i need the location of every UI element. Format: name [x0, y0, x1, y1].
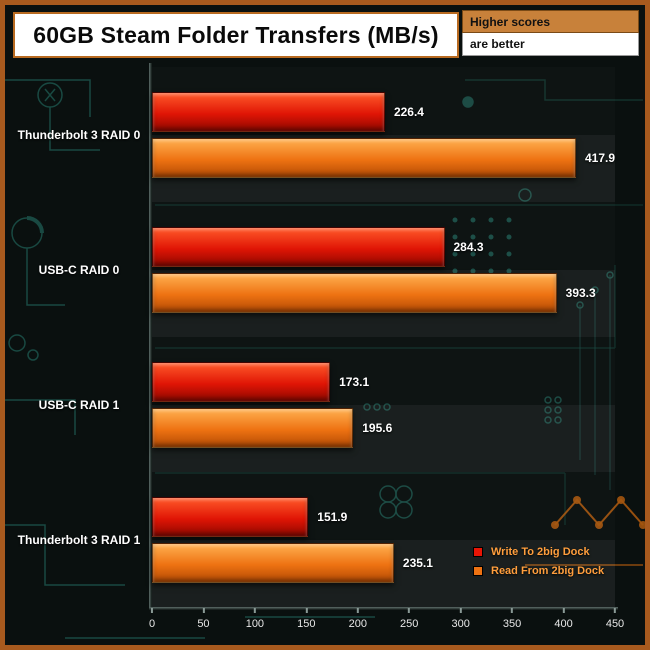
read-bar-row: 393.3: [152, 272, 615, 313]
write-bar: [152, 361, 331, 402]
x-tick: 0: [149, 608, 155, 630]
tick-mark: [613, 608, 616, 613]
read-bar: [152, 542, 394, 583]
write-bar: [152, 91, 385, 132]
x-tick-label: 0: [148, 618, 156, 630]
x-tick-label: 400: [554, 618, 573, 630]
tick-mark: [459, 608, 462, 613]
bar-groups: 226.4 417.9 284.3 393.3 173.1 195.6 151.9 235.1: [152, 67, 615, 607]
x-tick: 150: [297, 608, 316, 630]
x-tick-label: 350: [502, 618, 522, 630]
read-bar-row: 195.6: [152, 407, 615, 448]
x-tick: 450: [606, 608, 624, 630]
legend: Write To 2big Dock Read From 2big Dock: [473, 546, 604, 577]
x-tick: 250: [400, 608, 418, 630]
bar-value-label: 393.3: [565, 285, 596, 300]
read-bar: [152, 137, 576, 178]
bar-value-label: 195.6: [362, 420, 393, 435]
write-bar: [152, 226, 445, 267]
x-tick-label: 250: [400, 618, 419, 630]
page-title: 60GB Steam Folder Transfers (MB/s): [13, 12, 459, 58]
tick-mark: [202, 608, 205, 613]
note-are-better: are better: [462, 33, 639, 56]
bar-group: 173.1 195.6: [152, 337, 615, 472]
tick-mark: [356, 608, 359, 613]
tick-mark: [562, 608, 565, 613]
read-bar-row: 417.9: [152, 137, 615, 178]
write-bar-row: 173.1: [152, 361, 615, 402]
x-tick-label: 300: [451, 618, 470, 630]
legend-label-read: Read From 2big Dock: [491, 565, 605, 577]
legend-swatch-write-icon: [473, 547, 483, 557]
x-axis-ticks: 0 50 100 150 200 250 300 350 400 450: [149, 608, 624, 642]
y-axis-line: [149, 63, 152, 610]
x-tick: 200: [349, 608, 367, 630]
tick-mark: [305, 608, 308, 613]
bar-value-label: 226.4: [393, 104, 424, 119]
category-label: USB-C RAID 1: [38, 397, 120, 412]
tick-mark: [511, 608, 514, 613]
bar-value-label: 151.9: [317, 509, 348, 524]
x-tick-label: 100: [245, 618, 265, 630]
x-tick: 400: [554, 608, 573, 630]
x-tick: 100: [246, 608, 264, 630]
note-higher-scores: Higher scores: [462, 10, 639, 33]
write-bar-row: 226.4: [152, 91, 615, 132]
circuit-board-decoration: [5, 79, 645, 639]
write-bar-row: 151.9: [152, 496, 615, 537]
y-axis-category-labels: Thunderbolt 3 RAID 0 USB-C RAID 0 USB-C RA…: [10, 67, 148, 607]
read-bar: [152, 272, 557, 313]
bar-group: 284.3 393.3: [152, 202, 615, 337]
category-label: USB-C RAID 0: [38, 262, 120, 277]
x-tick: 50: [197, 608, 210, 630]
x-tick-label: 450: [605, 618, 625, 630]
category-label: Thunderbolt 3 RAID 0: [17, 127, 141, 142]
write-bar: [152, 496, 309, 537]
read-bar: [152, 407, 354, 448]
bar-value-label: 235.1: [402, 555, 433, 570]
read-bar-row: 235.1: [152, 542, 615, 583]
legend-label-write: Write To 2big Dock: [491, 546, 590, 558]
x-tick-label: 200: [348, 618, 367, 630]
bar-group: 151.9 235.1: [152, 472, 615, 607]
bar-value-label: 417.9: [584, 150, 615, 165]
bar-value-label: 173.1: [339, 374, 370, 389]
x-axis-line: [149, 607, 618, 610]
tick-mark: [253, 608, 256, 613]
note-box: Higher scores are better: [462, 10, 639, 56]
category-label: Thunderbolt 3 RAID 1: [17, 532, 141, 547]
legend-item-write: Write To 2big Dock: [473, 546, 604, 558]
legend-item-read: Read From 2big Dock: [473, 565, 604, 577]
x-tick: 300: [451, 608, 470, 630]
tick-mark: [151, 608, 153, 613]
plot-area: 226.4 417.9 284.3 393.3 173.1 195.6 151.9 235.1: [149, 63, 618, 610]
x-tick-label: 150: [297, 618, 316, 630]
x-tick-label: 50: [197, 618, 210, 630]
x-tick: 350: [503, 608, 521, 630]
write-bar-row: 284.3: [152, 226, 615, 267]
bar-value-label: 284.3: [453, 239, 484, 254]
bar-group: 226.4 417.9: [152, 67, 615, 202]
legend-swatch-read-icon: [473, 566, 483, 576]
tick-mark: [408, 608, 411, 613]
